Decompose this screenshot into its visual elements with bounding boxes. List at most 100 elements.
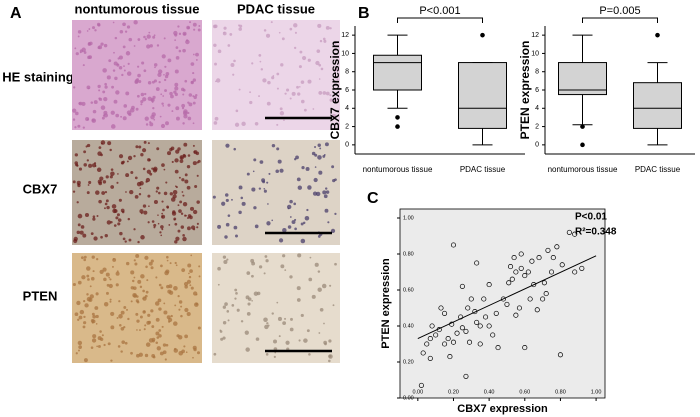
point — [459, 283, 465, 289]
micrograph-cell — [197, 159, 201, 163]
micrograph-cell — [87, 42, 91, 45]
micrograph-cell — [187, 116, 192, 121]
micrograph-cell — [157, 214, 159, 216]
micrograph-cell — [124, 30, 128, 33]
micrograph-cell — [144, 116, 149, 121]
micrograph-cell — [334, 42, 337, 45]
micrograph-cell — [163, 37, 166, 40]
micrograph-cell — [129, 189, 134, 195]
micrograph-cell — [217, 266, 221, 271]
micrograph-cell — [95, 292, 99, 296]
micrograph-cell — [157, 72, 162, 77]
micrograph-cell — [180, 156, 183, 159]
y-tick-label: 12 — [341, 32, 349, 39]
micrograph-cell — [164, 65, 167, 68]
micrograph-cell — [254, 224, 259, 229]
micrograph-cell — [155, 276, 158, 279]
micrograph-cell — [79, 309, 85, 315]
point — [418, 382, 424, 388]
micrograph-cell — [253, 206, 257, 210]
micrograph-cell — [158, 329, 162, 332]
micrograph-cell — [86, 30, 89, 32]
micrograph-cell — [155, 317, 160, 322]
micrograph-cell — [171, 211, 177, 216]
micrograph-cell — [173, 321, 178, 326]
micrograph-cell — [124, 341, 128, 345]
x-tick-label: 1.00 — [591, 389, 602, 395]
micrograph-cell — [187, 226, 191, 231]
micrograph-cell — [156, 346, 161, 351]
micrograph-cell — [92, 315, 96, 319]
micrograph-cell — [110, 110, 115, 115]
micrograph-cell — [271, 143, 276, 148]
micrograph-cell — [155, 341, 158, 344]
x-tick-label: 0.40 — [484, 389, 495, 395]
micrograph-cell — [278, 238, 284, 243]
x-tick-label: 0.80 — [555, 389, 566, 395]
y-axis-title: CBX7 expression — [328, 41, 342, 140]
micrograph-cell — [83, 321, 87, 325]
micrograph-cell — [113, 99, 118, 104]
micrograph-cell — [76, 180, 81, 185]
micrograph-cell — [192, 53, 195, 56]
micrograph-cell — [293, 46, 297, 50]
micrograph-cell — [116, 63, 119, 66]
micrograph-cell — [136, 319, 140, 323]
point — [507, 264, 514, 270]
micrograph-cell — [189, 21, 192, 24]
micrograph-cell — [137, 38, 141, 41]
micrograph-cell — [106, 283, 110, 287]
micrograph-cell — [276, 301, 279, 304]
micrograph-cell — [132, 279, 135, 283]
micrograph-cell — [77, 35, 80, 38]
micrograph-cell — [86, 293, 89, 296]
micrograph-cell — [279, 168, 284, 173]
point — [447, 354, 453, 360]
micrograph-cell — [90, 232, 94, 236]
micrograph-cell — [151, 325, 155, 329]
micrograph-cell — [163, 73, 165, 76]
x-tick-label: PDAC tissue — [460, 165, 506, 174]
micrograph-cell — [197, 28, 201, 32]
micrograph-cell — [284, 317, 287, 320]
row-label: HE staining — [2, 69, 74, 84]
micrograph-cell — [165, 343, 169, 347]
micrograph-cell — [80, 256, 84, 260]
x-tick-label: 0.20 — [448, 389, 459, 395]
row-label: PTEN — [23, 288, 58, 303]
point — [545, 247, 551, 253]
micrograph-cell — [102, 90, 106, 94]
micrograph-cell — [235, 234, 238, 238]
micrograph-cell — [192, 144, 195, 147]
micrograph-cell — [109, 300, 112, 303]
micrograph-cell — [318, 78, 321, 80]
micrograph-cell — [137, 279, 142, 284]
micrograph-cell — [192, 78, 197, 82]
micrograph-cell — [118, 300, 121, 303]
micrograph-cell — [217, 49, 222, 54]
box — [633, 82, 682, 129]
micrograph-cell — [157, 69, 163, 74]
micrograph-cell — [180, 212, 184, 215]
micrograph-cell — [224, 302, 228, 306]
micrograph-cell — [148, 261, 153, 266]
micrograph-cell — [329, 284, 332, 287]
micrograph-cell — [258, 95, 260, 98]
micrograph-cell — [159, 351, 164, 356]
micrograph-cell — [101, 142, 103, 145]
micrograph-cell — [115, 216, 119, 220]
micrograph-cell — [123, 65, 125, 68]
micrograph-cell — [151, 80, 155, 84]
x-tick-label: PDAC tissue — [635, 165, 681, 174]
micrograph-cell — [92, 270, 95, 273]
micrograph-cell — [294, 31, 297, 34]
micrograph-cell — [180, 314, 183, 318]
micrograph-cell — [266, 181, 269, 184]
micrograph-cell — [267, 80, 271, 85]
point — [534, 307, 540, 313]
micrograph-cell — [160, 286, 164, 290]
micrograph-cell — [277, 316, 282, 321]
micrograph-cell — [170, 146, 175, 151]
point — [500, 296, 506, 302]
micrograph-cell — [213, 24, 218, 29]
